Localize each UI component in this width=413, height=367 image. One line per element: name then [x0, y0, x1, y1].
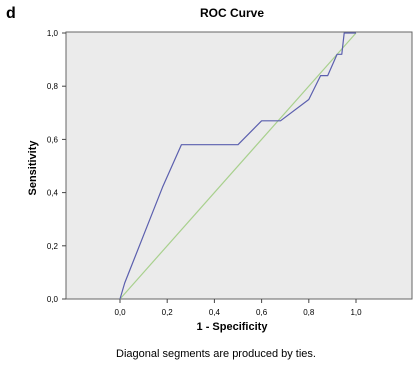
series-layer	[119, 32, 357, 300]
x-tick-label: 0,6	[256, 308, 268, 317]
x-tick-label: 0,0	[114, 308, 126, 317]
y-axis-ticks: 0,0 0,2 0,4 0,6 0,8 1,0	[47, 29, 66, 304]
y-tick-label: 0,6	[47, 135, 59, 144]
x-tick-label: 0,2	[162, 308, 174, 317]
x-axis-ticks: 0,0 0,2 0,4 0,6 0,8 1,0	[114, 299, 362, 317]
y-tick-label: 0,4	[47, 189, 59, 198]
y-tick-label: 1,0	[47, 29, 59, 38]
reference-diagonal-line	[119, 32, 357, 300]
chart-caption: Diagonal segments are produced by ties.	[116, 348, 316, 360]
x-tick-label: 1,0	[350, 308, 362, 317]
chart-title: ROC Curve	[200, 6, 264, 20]
x-tick-label: 0,4	[209, 308, 221, 317]
panel-letter: d	[6, 5, 16, 22]
y-tick-label: 0,0	[47, 295, 59, 304]
roc-curve-line	[119, 32, 356, 300]
x-axis-title: 1 - Specificity	[197, 321, 269, 333]
y-tick-label: 0,8	[47, 82, 59, 91]
x-tick-label: 0,8	[303, 308, 315, 317]
y-tick-label: 0,2	[47, 242, 59, 251]
y-axis-title: Sensitivity	[27, 140, 39, 196]
